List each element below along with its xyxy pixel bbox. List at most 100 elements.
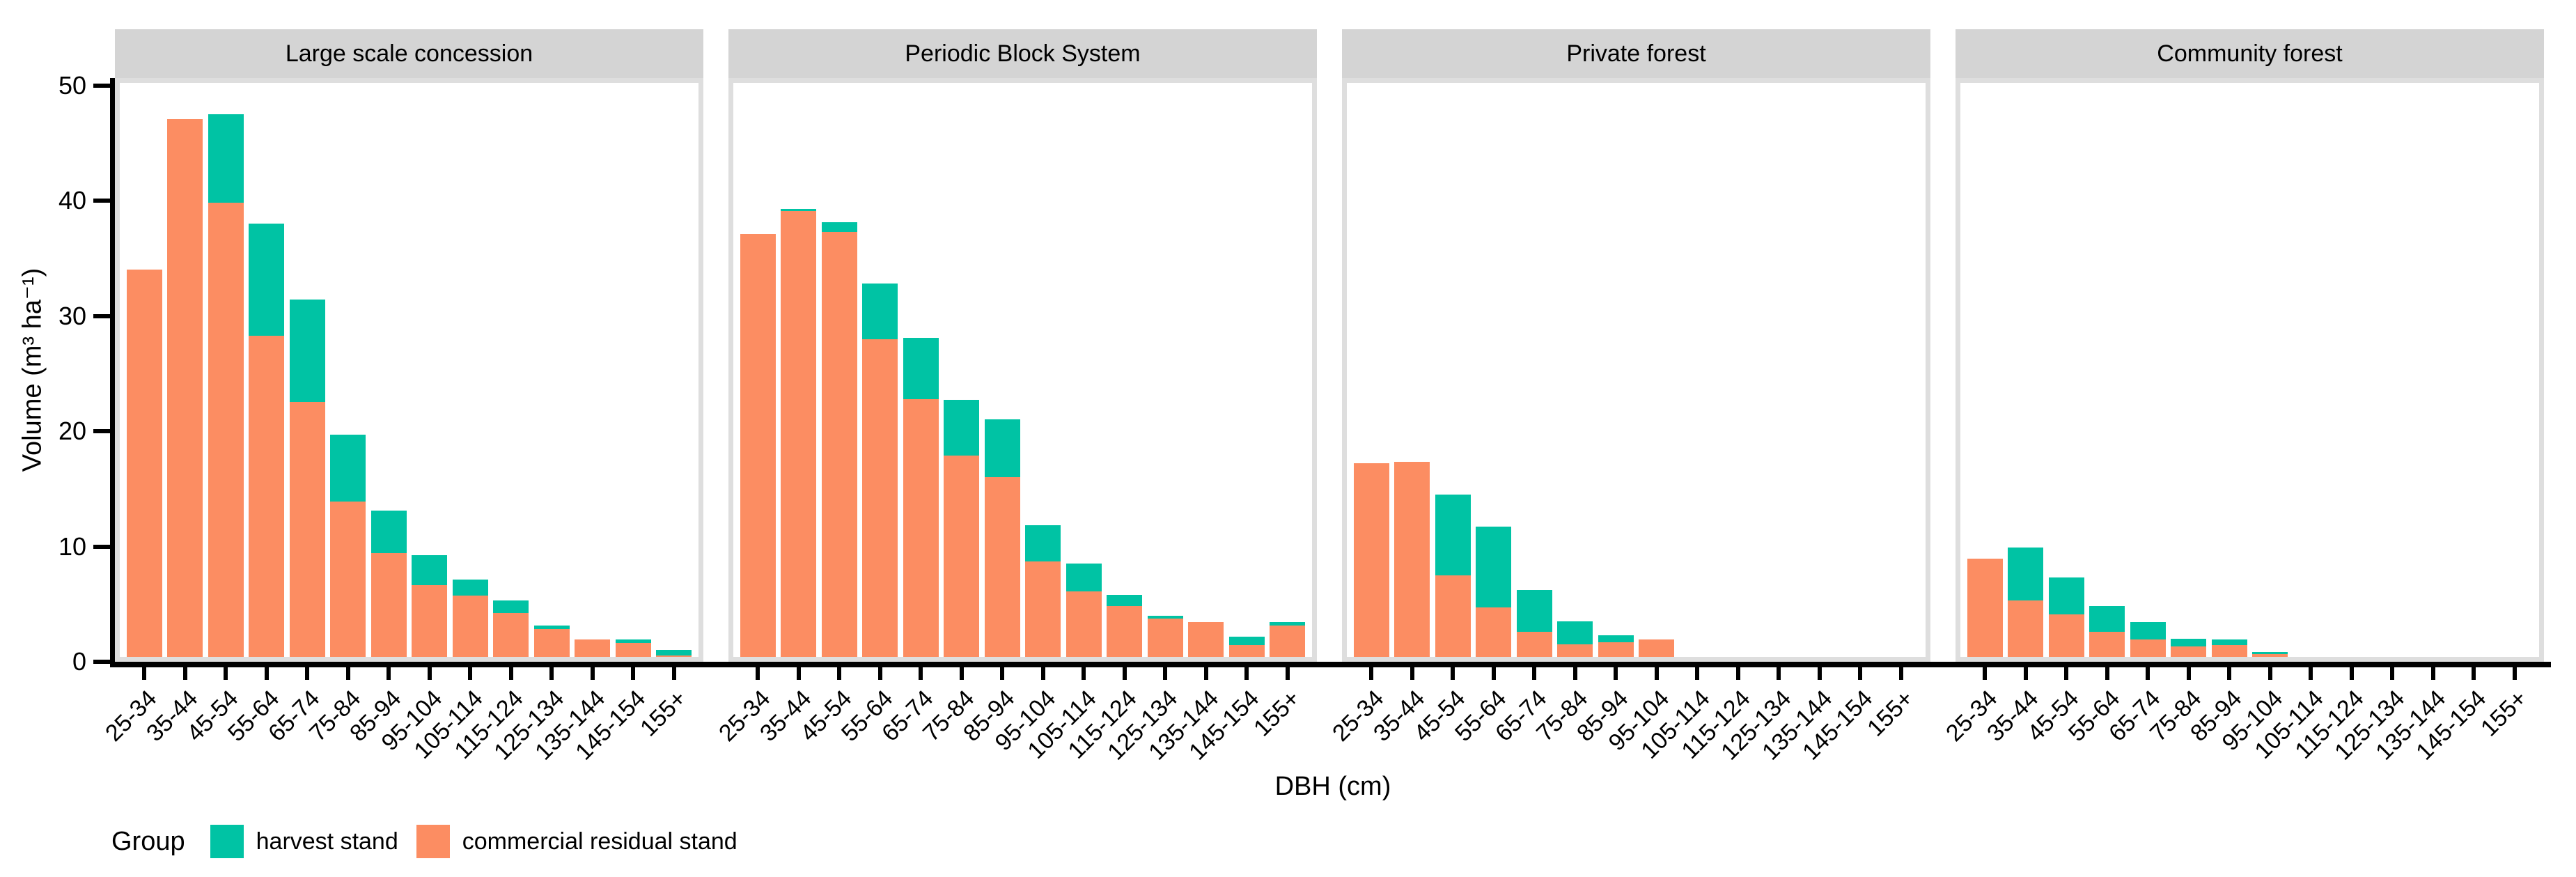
- bar-area: 25-34 35-44 45-54 55-64 65-74 75-84 85-94 95-10…: [1327, 83, 1926, 766]
- legend-swatch: [210, 825, 244, 858]
- bar-slot-25-34: 25-34: [1327, 83, 1392, 747]
- bar-slot-25-34: 25-34: [714, 83, 779, 747]
- bar-segment-commercial-residual-stand: [208, 203, 244, 657]
- bar-slot-75-84: 75-84: [1531, 83, 1596, 747]
- stacked-bar: [412, 555, 448, 657]
- stacked-bar: [1557, 621, 1593, 657]
- bar-segment-commercial-residual-stand: [1065, 591, 1102, 657]
- bar-slot-35-44: 35-44: [755, 83, 820, 747]
- y-tick-label: 40: [58, 186, 86, 215]
- x-tick-mark: [2186, 667, 2191, 680]
- bar-slot-75-84: 75-84: [2145, 83, 2210, 747]
- bar-slot-85-94: 85-94: [958, 83, 1023, 747]
- x-tick-mark: [2105, 667, 2109, 680]
- bar-segment-harvest-stand: [984, 419, 1020, 477]
- y-tick-mark: [93, 313, 110, 318]
- bar-slot-135-144: 135-144: [1143, 83, 1227, 766]
- x-tick-mark: [1244, 667, 1249, 680]
- bar-slot-155+: 155+: [1862, 83, 1922, 742]
- stacked-bar: [944, 400, 980, 657]
- x-tick-mark: [2309, 667, 2313, 680]
- x-tick-mark: [264, 667, 269, 680]
- bar-segment-commercial-residual-stand: [2252, 653, 2288, 657]
- stacked-bar: [2252, 652, 2288, 657]
- bar-segment-commercial-residual-stand: [903, 398, 939, 657]
- bar-segment-harvest-stand: [1270, 621, 1306, 626]
- facet-column: Periodic Block System 25-34 35-44 45-54 55-6…: [714, 29, 1317, 766]
- facet-plot-area: 25-34 35-44 45-54 55-64 65-74 75-84 85-94 95-10…: [100, 78, 703, 766]
- bar-slot-95-104: 95-104: [376, 83, 451, 756]
- bar-segment-harvest-stand: [330, 434, 366, 502]
- bar-segment-commercial-residual-stand: [575, 639, 611, 657]
- y-tick-mark: [93, 84, 110, 88]
- y-tick-mark: [93, 429, 110, 434]
- bar-slot-105-114: 105-114: [2249, 83, 2332, 764]
- x-tick-mark: [1410, 667, 1414, 680]
- stacked-bar: [493, 600, 529, 657]
- bar-segment-harvest-stand: [1025, 525, 1061, 561]
- bar-segment-commercial-residual-stand: [533, 629, 570, 657]
- bar-slot-45-54: 45-54: [795, 83, 860, 747]
- x-tick-mark: [1369, 667, 1374, 680]
- bar-slot-55-64: 55-64: [1450, 83, 1515, 747]
- bar-slot-125-134: 125-134: [1103, 83, 1186, 766]
- stacked-bar: [1025, 525, 1061, 657]
- legend-title: Group: [111, 826, 185, 856]
- bar-slot-65-74: 65-74: [263, 83, 328, 747]
- x-tick-mark: [387, 667, 391, 680]
- bar-slot-115-124: 115-124: [450, 83, 532, 764]
- stacked-bar: [1394, 462, 1430, 657]
- x-tick-mark: [631, 667, 636, 680]
- stacked-bar: [1107, 594, 1143, 657]
- bar-slot-145-154: 145-154: [2412, 83, 2495, 766]
- bar-segment-commercial-residual-stand: [1188, 622, 1224, 657]
- x-tick-mark: [142, 667, 147, 680]
- x-tick-mark: [877, 667, 882, 680]
- bar-segment-commercial-residual-stand: [615, 643, 651, 657]
- bar-slot-55-64: 55-64: [223, 83, 288, 747]
- bar-slot-35-44: 35-44: [1368, 83, 1433, 747]
- bar-segment-commercial-residual-stand: [126, 270, 162, 657]
- facet-plot-area: 25-34 35-44 45-54 55-64 65-74 75-84 85-94 95-10…: [1941, 78, 2544, 766]
- y-tick-label: 30: [58, 301, 86, 330]
- bar-segment-commercial-residual-stand: [2008, 600, 2044, 657]
- bar-area: 25-34 35-44 45-54 55-64 65-74 75-84 85-94 95-10…: [1941, 83, 2539, 766]
- bar-segment-commercial-residual-stand: [1476, 607, 1512, 657]
- stacked-bar: [1270, 621, 1306, 657]
- x-tick-mark: [2227, 667, 2232, 680]
- bar-segment-harvest-stand: [2008, 547, 2044, 600]
- bar-segment-commercial-residual-stand: [944, 455, 980, 657]
- facet-title: Private forest: [1342, 29, 1930, 78]
- bar-segment-commercial-residual-stand: [740, 233, 776, 657]
- stacked-bar: [821, 222, 857, 657]
- bar-slot-125-134: 125-134: [1717, 83, 1800, 766]
- x-tick-label: 155+: [1249, 685, 1306, 742]
- x-tick-mark: [1898, 667, 1903, 680]
- x-tick-mark: [549, 667, 554, 680]
- bar-slot-145-154: 145-154: [1185, 83, 1267, 766]
- bar-segment-commercial-residual-stand: [1639, 639, 1675, 657]
- x-tick-mark: [2146, 667, 2150, 680]
- facet-column: Community forest 25-34 35-44 45-54 55-64 65-7…: [1941, 29, 2544, 766]
- legend-label: commercial residual stand: [462, 828, 737, 855]
- x-tick-mark: [2430, 667, 2435, 680]
- x-tick-mark: [796, 667, 801, 680]
- bar-slot-45-54: 45-54: [1409, 83, 1474, 747]
- facet-title: Community forest: [1956, 29, 2544, 78]
- bar-slot-95-104: 95-104: [990, 83, 1064, 756]
- x-tick-label: 155+: [1862, 685, 1919, 742]
- bar-segment-commercial-residual-stand: [1435, 575, 1471, 657]
- bar-segment-harvest-stand: [1107, 594, 1143, 607]
- x-tick-mark: [1285, 667, 1290, 680]
- bar-slot-95-104: 95-104: [2217, 83, 2291, 756]
- x-tick-mark: [1614, 667, 1618, 680]
- bar-segment-commercial-residual-stand: [370, 553, 407, 657]
- stacked-bar: [1188, 622, 1224, 657]
- bar-slot-125-134: 125-134: [490, 83, 572, 766]
- stacked-bar: [1476, 527, 1512, 657]
- facet-title: Large scale concession: [115, 29, 703, 78]
- bar-slot-25-34: 25-34: [1941, 83, 2006, 747]
- legend: Group harvest stand commercial residual s…: [111, 819, 737, 864]
- x-tick-mark: [2512, 667, 2517, 680]
